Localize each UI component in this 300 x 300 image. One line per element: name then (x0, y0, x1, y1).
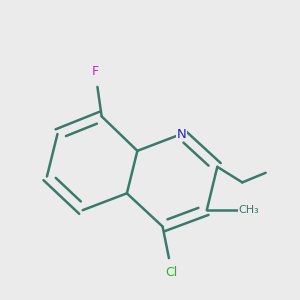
Text: F: F (92, 65, 99, 79)
Text: N: N (177, 128, 186, 140)
Text: Cl: Cl (165, 266, 177, 279)
Text: CH₃: CH₃ (238, 205, 259, 215)
